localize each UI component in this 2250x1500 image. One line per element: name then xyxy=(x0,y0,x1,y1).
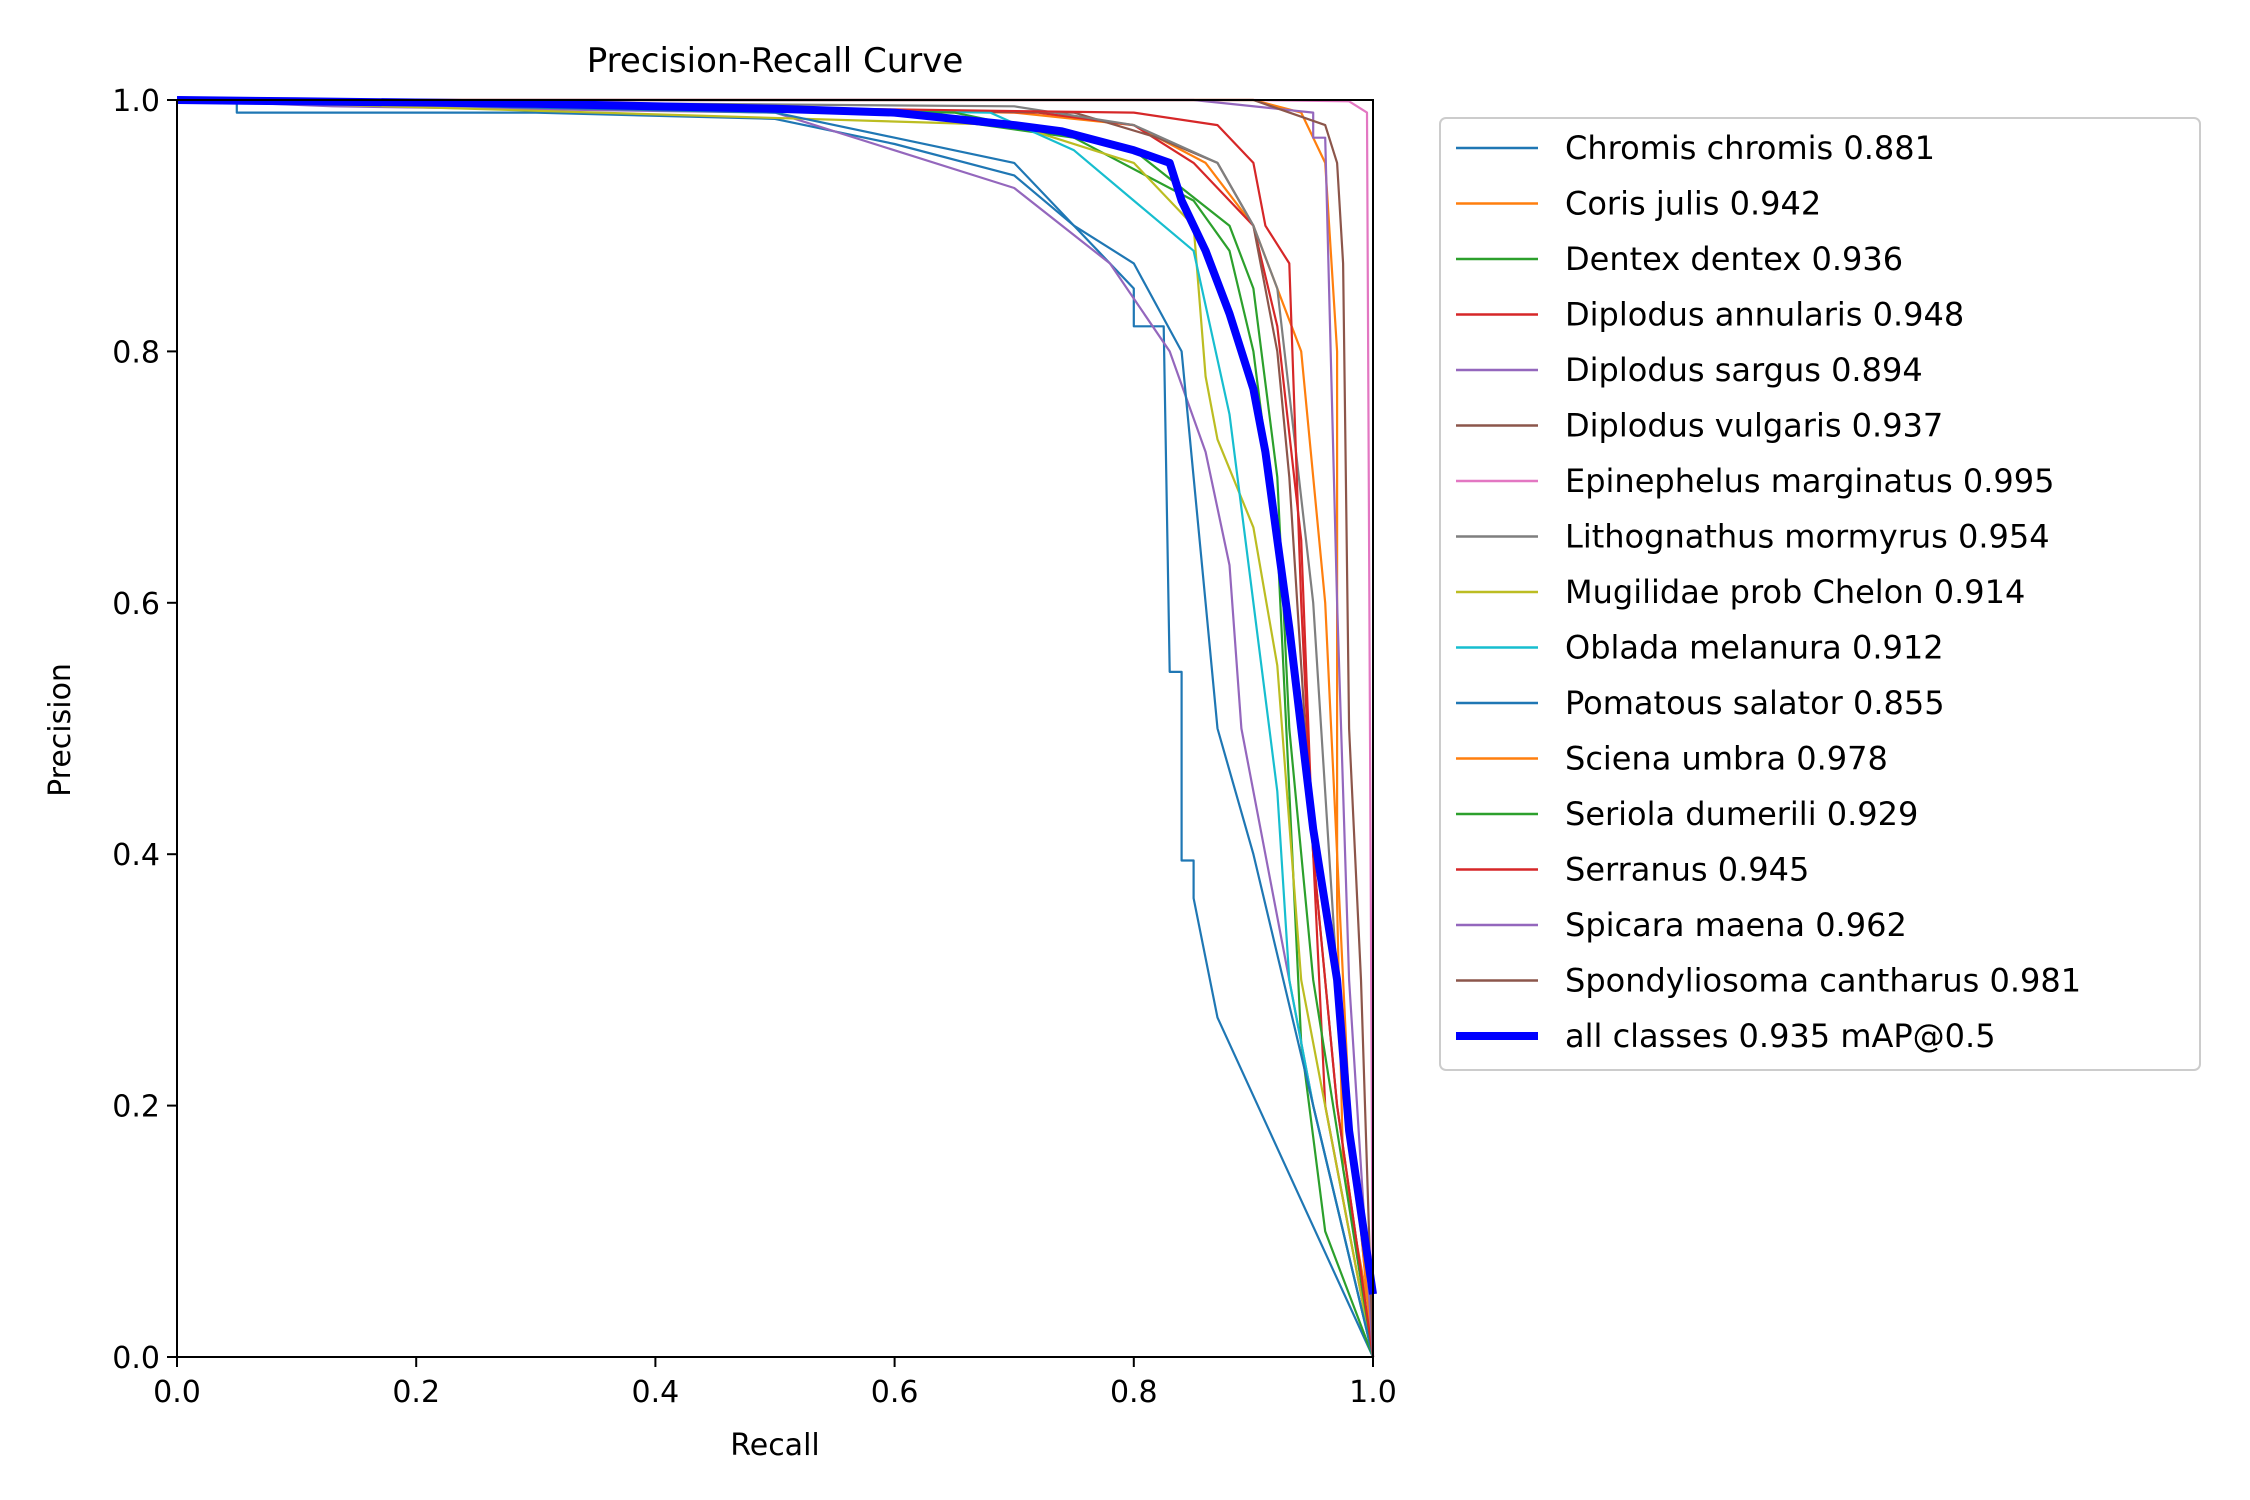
series-line-14 xyxy=(177,98,1375,1358)
series-line-0 xyxy=(177,98,1375,1358)
legend-label: Spicara maena 0.962 xyxy=(1565,906,1907,944)
y-tick-label: 0.8 xyxy=(112,335,160,370)
x-tick-label: 0.8 xyxy=(1110,1375,1158,1410)
y-tick-label: 0.6 xyxy=(112,587,160,622)
legend-label: Serranus 0.945 xyxy=(1565,851,1809,889)
legend-label: Diplodus sargus 0.894 xyxy=(1565,351,1923,389)
legend-label: Sciena umbra 0.978 xyxy=(1565,740,1888,778)
legend-label: Oblada melanura 0.912 xyxy=(1565,629,1944,667)
series-line-13 xyxy=(176,98,1375,1358)
axis-ticks: 0.0 0.2 0.4 0.6 0.8 1.0 0.0 0.2 0.4 0.6 0.8 1.0 xyxy=(112,84,1397,1410)
series-line-2 xyxy=(176,98,1375,1358)
series-line-9 xyxy=(176,98,1375,1358)
plot-lines xyxy=(176,96,1377,1358)
y-tick-label: 0.2 xyxy=(112,1090,160,1125)
y-tick-label: 0.4 xyxy=(112,838,160,873)
legend-label: Spondyliosoma cantharus 0.981 xyxy=(1565,962,2081,1000)
x-axis-label: Recall xyxy=(730,1428,820,1463)
y-tick-label: 1.0 xyxy=(112,84,160,119)
legend-frame xyxy=(1439,117,2201,1071)
legend-label: Lithognathus mormyrus 0.954 xyxy=(1565,518,2050,556)
series-line-8 xyxy=(176,98,1375,1358)
legend-label: Diplodus vulgaris 0.937 xyxy=(1565,407,1943,445)
legend-label: Epinephelus marginatus 0.995 xyxy=(1565,462,2054,500)
legend-label: Coris julis 0.942 xyxy=(1565,185,1821,223)
x-tick-label: 1.0 xyxy=(1349,1375,1397,1410)
legend-label: Mugilidae prob Chelon 0.914 xyxy=(1565,573,2025,611)
legend-label: Pomatous salator 0.855 xyxy=(1565,684,1945,722)
legend: Chromis chromis 0.881 Coris julis 0.942 De… xyxy=(1439,117,2201,1071)
series-line-16 xyxy=(176,96,1377,1295)
legend-label: Chromis chromis 0.881 xyxy=(1565,129,1935,167)
legend-label: Seriola dumerili 0.929 xyxy=(1565,795,1918,833)
legend-label: Diplodus annularis 0.948 xyxy=(1565,296,1964,334)
x-tick-label: 0.4 xyxy=(632,1375,680,1410)
y-axis-label: Precision xyxy=(43,663,78,797)
x-tick-label: 0.6 xyxy=(871,1375,919,1410)
legend-label: all classes 0.935 mAP@0.5 xyxy=(1565,1017,1996,1055)
series-line-15 xyxy=(177,98,1375,1358)
x-tick-label: 0.0 xyxy=(153,1375,201,1410)
legend-label: Dentex dentex 0.936 xyxy=(1565,240,1903,278)
series-line-10 xyxy=(176,98,1375,1358)
axes-frame xyxy=(176,99,1374,1358)
x-tick-label: 0.2 xyxy=(392,1375,440,1410)
chart-title: Precision-Recall Curve xyxy=(587,41,964,81)
y-tick-label: 0.0 xyxy=(112,1341,160,1376)
